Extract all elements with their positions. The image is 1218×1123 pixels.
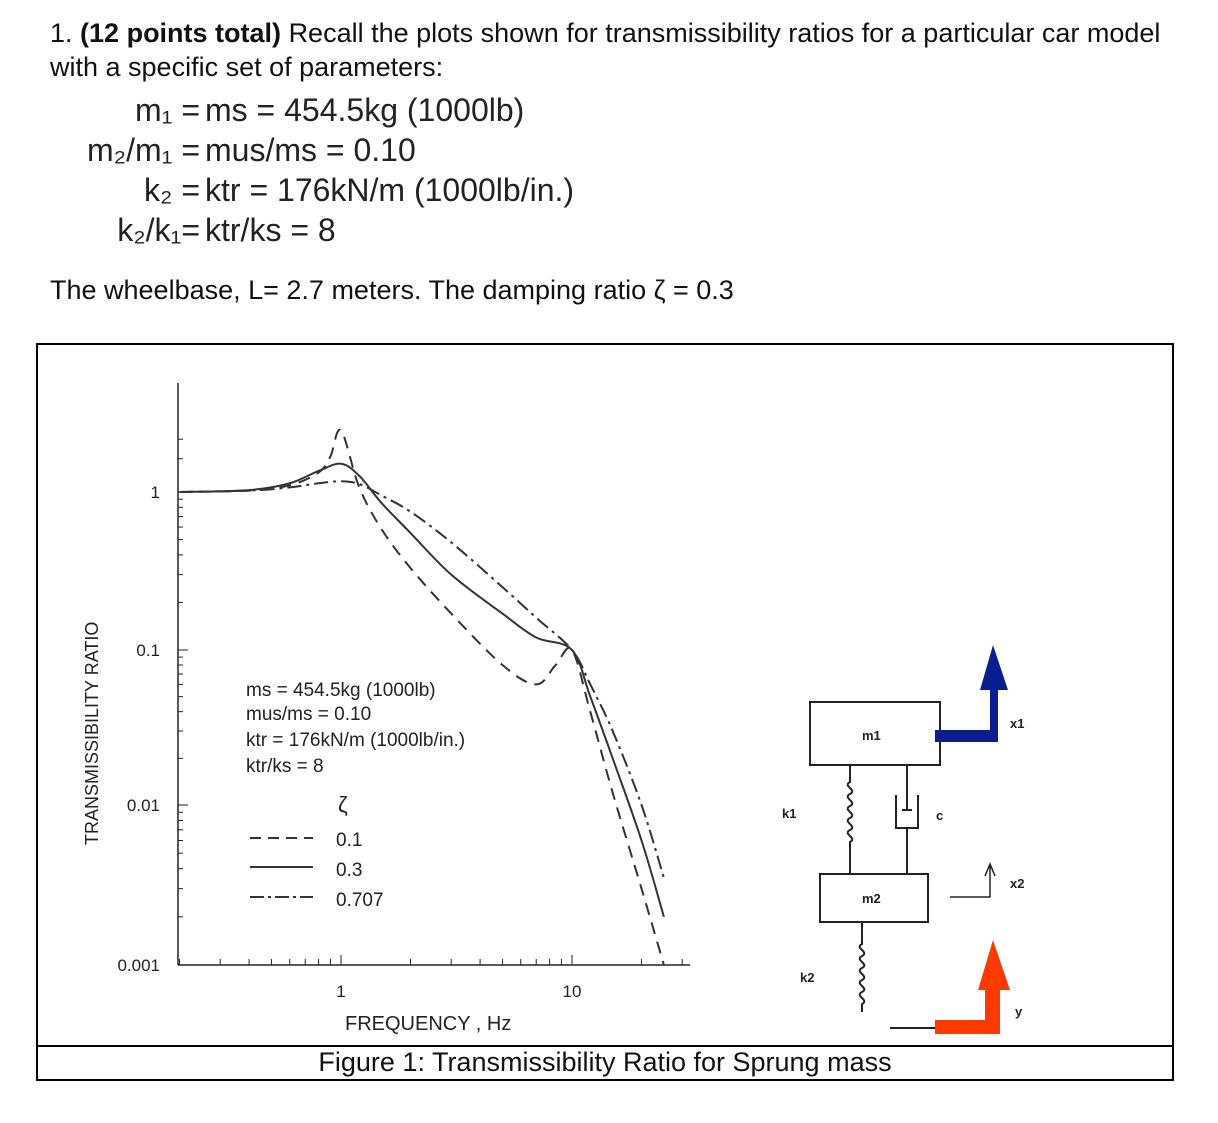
param-rhs: ktr/ks = 8: [205, 212, 336, 248]
problem-statement: 1. (12 points total) Recall the plots sh…: [50, 16, 1180, 84]
x1-arrow-icon: [935, 645, 1008, 742]
spring-k2: [858, 922, 866, 1012]
chart-series: [179, 428, 665, 966]
k2-label: k2: [800, 970, 814, 985]
y-label: y: [1015, 1004, 1023, 1019]
param-lhs: m₂/m₁ =: [87, 132, 200, 168]
k1-label: k1: [782, 806, 796, 821]
x1-label: x1: [1010, 716, 1024, 731]
quarter-car-diagram: m1 m2 k1 c k2 x1 x2 y: [782, 645, 1024, 1034]
m2-label: m2: [862, 891, 881, 906]
param-lhs: k₂/k₁=: [117, 212, 200, 248]
m1-label: m1: [862, 728, 881, 743]
y-axis-label: TRANSMISSIBILITY RATIO: [82, 622, 102, 845]
param-lhs: m₁ =: [134, 92, 200, 128]
figure-caption: Figure 1: Transmissibility Ratio for Spr…: [318, 1047, 892, 1077]
param-rhs: ktr = 176kN/m (1000lb/in.): [205, 172, 575, 208]
x2-arrow-icon: [950, 862, 996, 898]
legend-entry: 0.707: [336, 890, 384, 911]
legend-title: ζ: [338, 792, 348, 817]
problem-number: 1.: [50, 18, 73, 48]
series-line-zeta-0_1: [179, 428, 665, 966]
problem-points: (12 points total): [80, 18, 282, 48]
param-rhs: ms = 454.5kg (1000lb): [205, 92, 525, 128]
series-line-zeta-0_707: [179, 480, 665, 879]
legend-entry: 0.3: [336, 860, 362, 881]
x-axis-label: FREQUENCY , Hz: [345, 1013, 511, 1035]
chart-axes: 1 0.1 0.01 0.001 1 10: [117, 383, 690, 1001]
legend-param: ms = 454.5kg (1000lb): [246, 680, 436, 701]
y-tick-label: 0.001: [117, 956, 160, 975]
series-line-zeta-0_3: [179, 462, 665, 918]
x2-label: x2: [1010, 876, 1024, 891]
param-lhs: k₂ =: [144, 172, 200, 208]
y-tick-label: 0.01: [127, 796, 160, 815]
spring-k1: [846, 765, 854, 874]
unsprung-mass-block: [819, 873, 929, 923]
x-tick-label: 10: [563, 982, 582, 1001]
damper-c: [895, 765, 919, 874]
figure-frame: [36, 343, 1174, 1081]
y-arrow-icon: [935, 940, 1010, 1034]
x-tick-label: 1: [336, 982, 345, 1001]
legend-param: ktr/ks = 8: [246, 756, 324, 777]
y-tick-label: 0.1: [136, 641, 160, 660]
legend-param: mus/ms = 0.10: [246, 704, 371, 725]
legend-param: ktr = 176kN/m (1000lb/in.): [246, 730, 465, 751]
legend-entry: 0.1: [336, 830, 362, 851]
param-rhs: mus/ms = 0.10: [205, 132, 416, 168]
c-label: c: [936, 808, 943, 823]
sprung-mass-block: [809, 701, 941, 766]
problem-text: Recall the plots shown for transmissibil…: [50, 18, 1161, 82]
y-tick-label: 1: [151, 483, 160, 502]
wheelbase-text: The wheelbase, L= 2.7 meters. The dampin…: [50, 275, 734, 305]
caption-divider: [36, 1045, 1174, 1047]
